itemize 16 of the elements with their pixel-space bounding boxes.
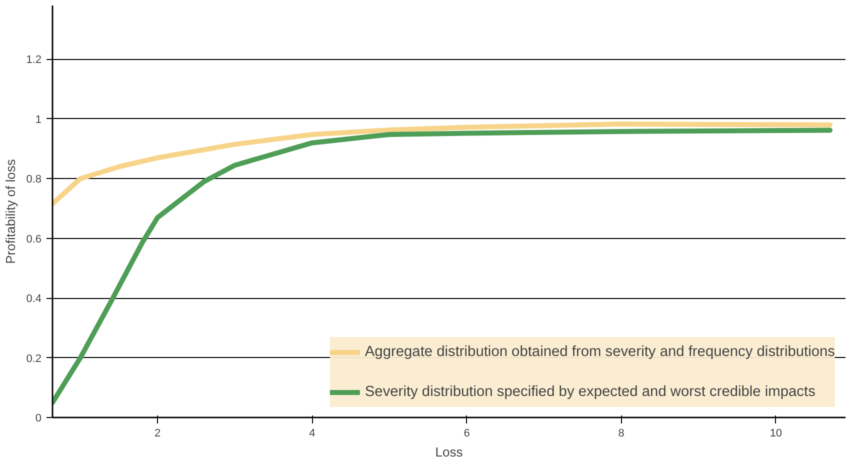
legend-label: Severity distribution specified by expected and worst credible impacts [364, 384, 816, 400]
y-tick-label: 1 [35, 114, 42, 126]
y-tick-label: 0.8 [26, 174, 42, 186]
x-tick-label: 2 [154, 428, 161, 440]
y-tick-label: 0.6 [26, 233, 42, 246]
x-axis-title: Loss [435, 444, 464, 460]
legend-label: Aggregate distribution obtained from severity and frequency distributions [364, 344, 835, 360]
y-tick-label: 0.2 [26, 352, 42, 365]
y-tick-label: 0.4 [26, 293, 42, 306]
y-tick-label: 0 [35, 412, 42, 424]
x-tick-label: 6 [464, 428, 470, 440]
y-tick-label: 1.2 [26, 54, 42, 66]
x-tick-label: 4 [309, 428, 316, 440]
x-tick-label: 10 [770, 428, 782, 440]
y-axis-title: Profitability of loss [3, 158, 18, 264]
x-tick-label: 8 [618, 428, 624, 440]
